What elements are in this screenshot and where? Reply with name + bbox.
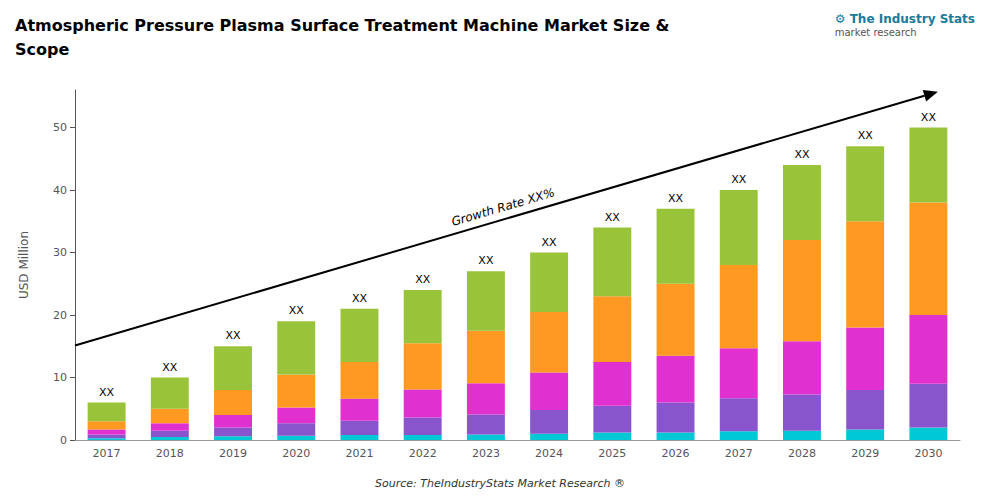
svg-text:40: 40 <box>53 184 67 197</box>
svg-text:XX: XX <box>794 148 810 161</box>
svg-text:Scope: Scope <box>15 40 69 59</box>
svg-text:0: 0 <box>60 434 67 447</box>
svg-text:2028: 2028 <box>788 447 816 460</box>
svg-text:XX: XX <box>289 304 305 317</box>
svg-text:XX: XX <box>542 236 558 249</box>
svg-text:2023: 2023 <box>472 447 500 460</box>
svg-text:2020: 2020 <box>282 447 310 460</box>
svg-text:50: 50 <box>53 121 67 134</box>
svg-text:XX: XX <box>858 129 874 142</box>
svg-text:2026: 2026 <box>662 447 690 460</box>
svg-text:Atmospheric Pressure Plasma Su: Atmospheric Pressure Plasma Surface Trea… <box>15 16 670 35</box>
svg-text:30: 30 <box>53 246 67 259</box>
svg-text:Growth Rate XX%: Growth Rate XX% <box>450 185 556 229</box>
svg-text:XX: XX <box>731 173 747 186</box>
svg-text:2017: 2017 <box>93 447 121 460</box>
svg-text:⚙ The Industry Stats: ⚙ The Industry Stats <box>835 12 975 26</box>
svg-text:2024: 2024 <box>535 447 563 460</box>
svg-text:2027: 2027 <box>725 447 753 460</box>
svg-text:20: 20 <box>53 309 67 322</box>
svg-text:XX: XX <box>478 254 494 267</box>
svg-text:10: 10 <box>53 371 67 384</box>
svg-text:Source: TheIndustryStats Marke: Source: TheIndustryStats Market Research… <box>375 477 625 490</box>
svg-text:XX: XX <box>99 386 115 399</box>
svg-text:USD Million: USD Million <box>17 231 31 299</box>
svg-text:2030: 2030 <box>914 447 942 460</box>
svg-text:XX: XX <box>668 192 684 205</box>
svg-text:XX: XX <box>352 292 368 305</box>
svg-text:2018: 2018 <box>156 447 184 460</box>
svg-text:2022: 2022 <box>409 447 437 460</box>
svg-text:XX: XX <box>605 211 621 224</box>
svg-text:2025: 2025 <box>598 447 626 460</box>
svg-text:2019: 2019 <box>219 447 247 460</box>
svg-text:2021: 2021 <box>345 447 373 460</box>
svg-text:XX: XX <box>162 361 178 374</box>
svg-text:2029: 2029 <box>851 447 879 460</box>
svg-text:XX: XX <box>415 273 431 286</box>
svg-text:XX: XX <box>225 329 241 342</box>
svg-text:XX: XX <box>921 111 937 124</box>
svg-text:market research: market research <box>835 27 917 38</box>
